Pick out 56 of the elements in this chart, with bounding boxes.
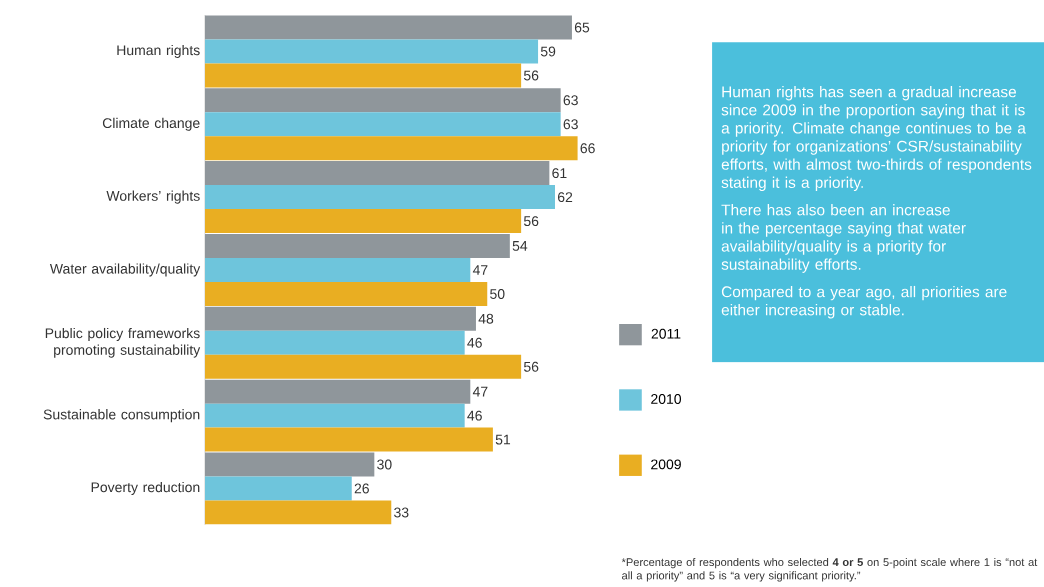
bar: [204, 112, 561, 137]
bar: [204, 354, 522, 379]
data-label: 66: [580, 143, 595, 154]
text: *Percentage of respondents who selected 4 or 5 on 5-point scale where 1 is “not at all a priority” and 5 is “a very significant priority.”: [621, 558, 1038, 582]
bar: [204, 88, 561, 113]
data-label: 56: [523, 70, 539, 81]
legend-label: 2009: [651, 459, 681, 470]
data-label: 48: [478, 313, 494, 324]
data-label: 65: [574, 22, 590, 33]
bar: [204, 500, 392, 525]
data-label: 46: [467, 337, 482, 348]
data-label: 46: [467, 410, 482, 421]
legend-label: 2011: [651, 328, 681, 339]
text: Human rights has seen a gradual increase since 2009 in the proportion saying that it is a priority. Climate change continues to be a priority for organizations’ CSR/sustainability efforts, with almost two-thirds of respondents stating it is a priority.: [721, 86, 1032, 192]
bar: [204, 427, 493, 452]
bar: [204, 452, 375, 477]
data-label: 63: [563, 119, 578, 130]
bar: [204, 258, 471, 283]
data-label: 26: [354, 483, 369, 494]
text: Compared to a year ago, all priorities are either increasing or stable.: [721, 285, 1007, 319]
bar: [204, 15, 572, 40]
bar: [204, 39, 539, 64]
y-tick-label: Poverty reduction: [91, 482, 200, 496]
bar: [204, 234, 510, 259]
y-tick-label: Public policy frameworks promoting sustainability: [45, 328, 201, 358]
data-label: 63: [563, 95, 578, 106]
bar: [204, 209, 522, 234]
bar: [204, 63, 522, 88]
data-label: 33: [394, 507, 409, 518]
data-label: 61: [552, 168, 567, 179]
y-tick-label: Water availability/quality: [49, 263, 201, 277]
data-label: 59: [540, 46, 556, 57]
bar: [204, 330, 465, 355]
y-tick-label: Climate change: [102, 117, 200, 131]
data-label: 47: [472, 265, 488, 275]
bar: [204, 379, 471, 404]
bar: [204, 161, 550, 186]
data-label: 56: [523, 361, 539, 372]
y-tick-label: Human rights: [117, 44, 200, 59]
bar: [204, 136, 578, 161]
y-tick-label: Workers’ rights: [106, 190, 200, 204]
bar: [204, 185, 555, 210]
y-tick-label: Sustainable consumption: [43, 409, 200, 423]
bar: [204, 476, 352, 501]
data-label: 47: [472, 386, 488, 397]
bar: [204, 403, 465, 428]
bar: [204, 306, 476, 331]
text: There has also been an increase in the percentage saying that water availability/quality is a priority for sustainability efforts.: [721, 204, 966, 273]
bar: [204, 282, 488, 306]
data-label: 62: [557, 192, 573, 203]
legend-label: 2010: [651, 394, 682, 405]
data-label: 30: [377, 459, 392, 470]
data-label: 56: [523, 216, 539, 227]
data-label: 51: [495, 434, 511, 445]
data-label: 50: [490, 289, 505, 299]
data-label: 54: [512, 241, 528, 251]
